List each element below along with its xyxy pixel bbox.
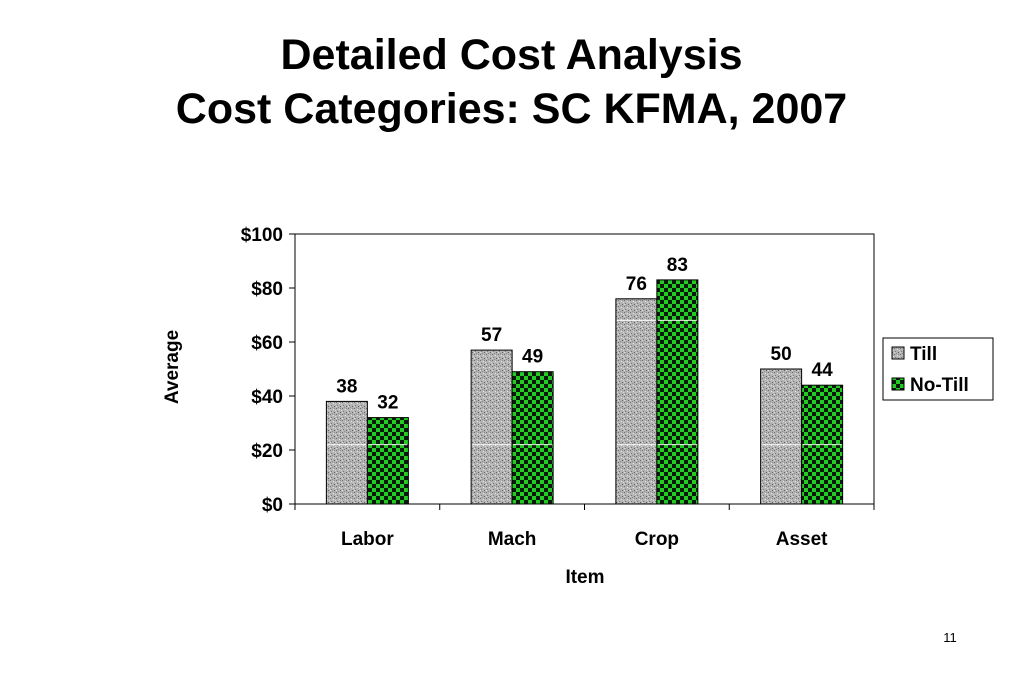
data-label: 83 bbox=[667, 255, 688, 276]
bar-no-till bbox=[511, 371, 554, 505]
legend-label-till: Till bbox=[910, 344, 937, 365]
legend-swatch-till bbox=[891, 346, 905, 360]
title-line-2: Cost Categories: SC KFMA, 2007 bbox=[175, 85, 848, 133]
data-label: 50 bbox=[771, 344, 792, 365]
bar-no-till bbox=[656, 279, 699, 505]
bar-till bbox=[325, 400, 368, 505]
data-label: 38 bbox=[336, 376, 357, 397]
slide-title: Detailed Cost Analysis Cost Categories: … bbox=[0, 28, 1023, 136]
x-tick-label: Asset bbox=[776, 529, 828, 550]
legend-swatch-no-till bbox=[891, 377, 905, 391]
y-tick-label: $20 bbox=[251, 441, 283, 462]
title-line-1: Detailed Cost Analysis bbox=[280, 31, 743, 79]
legend-label-no-till: No-Till bbox=[910, 375, 969, 396]
y-tick-label: $40 bbox=[251, 387, 283, 408]
y-tick-label: $60 bbox=[251, 333, 283, 354]
x-axis: Labor Mach Crop Asset bbox=[294, 504, 875, 550]
y-tick-label: $80 bbox=[251, 279, 283, 300]
data-label: 32 bbox=[377, 393, 398, 414]
bars bbox=[325, 279, 844, 505]
bar-till bbox=[615, 298, 658, 505]
data-label: 57 bbox=[481, 325, 502, 346]
bar-till bbox=[760, 368, 803, 505]
y-axis-title: Average bbox=[162, 330, 183, 404]
x-tick-label: Labor bbox=[341, 529, 394, 550]
bar-till bbox=[470, 349, 513, 505]
legend: Till No-Till bbox=[882, 337, 994, 401]
data-label: 44 bbox=[812, 360, 834, 381]
y-tick-label: $0 bbox=[262, 495, 283, 516]
page-number: 11 bbox=[943, 630, 957, 645]
bar-no-till bbox=[366, 417, 409, 505]
data-labels: 38 32 57 49 76 83 50 44 bbox=[336, 255, 833, 414]
x-tick-label: Crop bbox=[635, 529, 679, 550]
y-axis: $0 $20 $40 $60 $80 $100 bbox=[241, 225, 295, 516]
x-tick-label: Mach bbox=[488, 529, 537, 550]
y-tick-label: $100 bbox=[241, 225, 283, 246]
x-axis-title: Item bbox=[565, 567, 604, 588]
data-label: 76 bbox=[626, 274, 647, 295]
data-label: 49 bbox=[522, 347, 543, 368]
